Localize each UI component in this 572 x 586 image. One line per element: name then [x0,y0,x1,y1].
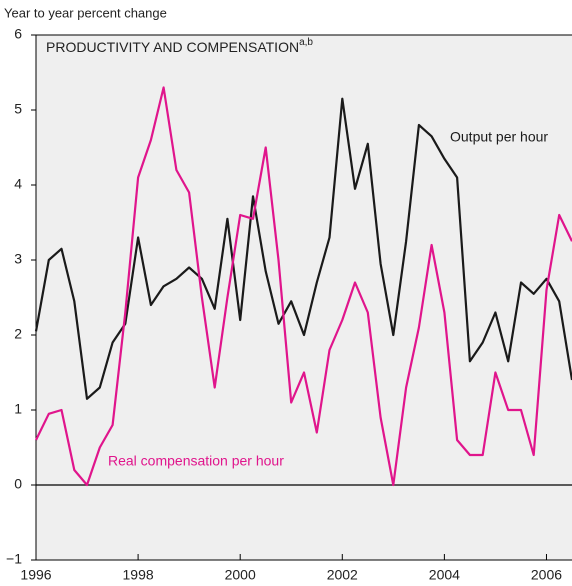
y-tick-label: 5 [14,101,22,117]
y-tick-label: −1 [6,551,22,567]
y-tick-label: 0 [14,476,22,492]
title-superscript: a,b [299,37,313,48]
title-text: PRODUCTIVITY AND COMPENSATION [46,39,299,55]
x-tick-label: 2002 [327,567,358,583]
x-tick-label: 1996 [20,567,51,583]
y-axis-label: Year to year percent change [4,5,167,20]
x-tick-label: 2000 [225,567,256,583]
series-line [35,86,572,487]
series-label: Real compensation per hour [108,453,284,469]
series-line [34,97,572,400]
x-tick-label: 2006 [531,567,562,583]
x-tick-label: 2004 [429,567,460,583]
y-tick-label: 4 [14,176,22,192]
chart-title: PRODUCTIVITY AND COMPENSATIONa,b [46,37,313,55]
y-tick-label: 1 [14,401,22,417]
y-tick-label: 6 [14,26,22,42]
y-tick-label: 2 [14,326,22,342]
y-tick-label: 3 [14,251,22,267]
series-label: Output per hour [450,129,548,145]
x-tick-label: 1998 [123,567,154,583]
plot-area [36,35,572,560]
